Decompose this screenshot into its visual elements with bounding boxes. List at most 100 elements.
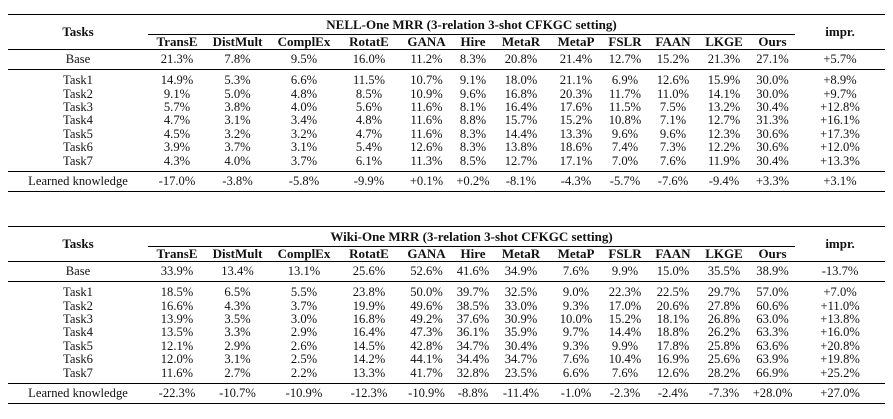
model-header-metar: MetaR [492, 246, 550, 262]
value-cell: 8.3% [459, 140, 487, 155]
row-label: Task6 [63, 140, 93, 155]
row-label: Task6 [63, 352, 93, 367]
value-cell: 44.1% [410, 352, 443, 367]
value-cell: 2.7% [206, 366, 269, 385]
value-cell: -12.3% [339, 383, 399, 405]
value-cell: 32.8% [454, 366, 492, 385]
value-cell: 9.6% [659, 126, 687, 141]
value-cell: 3.7% [224, 140, 251, 155]
value-cell: 4.3% [148, 154, 206, 173]
value-cell: -17.0% [148, 171, 206, 193]
value-cell: 11.6% [148, 366, 206, 385]
tasks-header: Tasks [8, 226, 148, 262]
value-cell: 6.1% [339, 154, 399, 173]
value-cell: 52.6% [399, 261, 454, 283]
value-cell: 26.8% [707, 312, 741, 327]
value-cell: 3.1% [224, 352, 251, 367]
value-cell: 49.2% [410, 312, 443, 327]
value-cell: 11.3% [399, 154, 454, 173]
value-cell: 8.3% [459, 126, 487, 141]
value-cell: -9.4% [698, 171, 750, 193]
task-row: Task3 5.7% 3.8% 4.0% 5.6% 11.6% 8.1% 16.4% 17.6%… [8, 100, 885, 115]
task-row: Task7 4.3% 4.0% 3.7% 6.1% 11.3% 8.5% 12.7% 17.1%… [8, 154, 885, 173]
model-header-fslr: FSLR [602, 246, 648, 262]
value-cell: 36.1% [456, 325, 490, 340]
value-cell: 17.8% [656, 338, 690, 353]
value-cell: 38.9% [750, 261, 796, 283]
value-cell: -5.7% [602, 171, 648, 193]
impr-cell: +13.8% [820, 312, 860, 327]
value-cell: 16.4% [504, 100, 538, 115]
value-cell: 63.9% [756, 352, 789, 367]
value-cell: 30.0% [756, 73, 789, 88]
value-cell: 12.6% [410, 140, 443, 155]
value-cell: 13.5% [160, 325, 194, 340]
value-cell: 3.5% [224, 312, 251, 327]
impr-cell: +19.8% [820, 352, 860, 367]
value-cell: 9.1% [163, 86, 191, 101]
value-cell: 30.6% [756, 140, 789, 155]
value-cell: 9.3% [562, 338, 590, 353]
value-cell: 10.4% [608, 352, 642, 367]
value-cell: 2.9% [290, 325, 318, 340]
value-cell: 30.6% [756, 126, 789, 141]
value-cell: 10.7% [410, 73, 443, 88]
model-header-distmult: DistMult [206, 34, 269, 50]
model-header-metap: MetaP [550, 246, 602, 262]
value-cell: -1.0% [550, 383, 602, 405]
task-row: Task1 14.9% 5.3% 6.6% 11.5% 10.7% 9.1% 18.0% 21.… [8, 70, 885, 88]
impr-cell: +9.7% [823, 86, 857, 101]
row-label: Task4 [63, 113, 93, 128]
model-header-distmult: DistMult [206, 246, 269, 262]
row-label: Task5 [63, 126, 93, 141]
value-cell: 18.0% [504, 73, 538, 88]
value-cell: 11.5% [608, 100, 642, 115]
value-cell: 41.7% [399, 366, 454, 385]
value-cell: 8.5% [355, 86, 383, 101]
value-cell: 16.0% [339, 49, 399, 71]
value-cell: 3.2% [290, 126, 318, 141]
task-row: Task6 3.9% 3.7% 3.1% 5.4% 12.6% 8.3% 13.8% 18.6%… [8, 140, 885, 155]
value-cell: 57.0% [756, 285, 789, 300]
nell-one-table: Tasks NELL-One MRR (3-relation 3-shot CFK… [8, 13, 885, 193]
value-cell: 15.2% [559, 113, 593, 128]
value-cell: 47.3% [410, 325, 443, 340]
value-cell: 30.0% [756, 86, 789, 101]
value-cell: 4.0% [290, 100, 318, 115]
value-cell: -2.4% [648, 383, 698, 405]
value-cell: 11.0% [656, 86, 690, 101]
table-title: NELL-One MRR (3-relation 3-shot CFKGC se… [148, 13, 795, 36]
value-cell: 30.9% [504, 312, 538, 327]
impr-cell: -13.7% [795, 261, 886, 283]
value-cell: 8.8% [459, 113, 487, 128]
value-cell: 8.1% [459, 100, 487, 115]
model-header-metap: MetaP [550, 34, 602, 50]
model-header-rotate: RotatE [339, 34, 399, 50]
value-cell: 16.8% [504, 86, 538, 101]
value-cell: 27.1% [750, 49, 795, 71]
value-cell: -10.9% [399, 383, 454, 405]
value-cell: 2.5% [290, 352, 318, 367]
value-cell: 33.0% [504, 298, 538, 313]
value-cell: 11.2% [399, 49, 454, 71]
value-cell: 3.0% [290, 312, 318, 327]
value-cell: 6.6% [550, 366, 602, 385]
value-cell: 9.3% [562, 298, 590, 313]
value-cell: 11.7% [608, 86, 642, 101]
value-cell: 9.0% [562, 285, 590, 300]
value-cell: 7.4% [611, 140, 639, 155]
model-header-hire: Hire [454, 34, 492, 50]
value-cell: 14.5% [352, 338, 386, 353]
value-cell: 13.3% [339, 366, 399, 385]
value-cell: -11.4% [492, 383, 550, 405]
value-cell: 7.6% [550, 261, 602, 283]
value-cell: 3.7% [290, 298, 318, 313]
row-label: Task2 [63, 86, 93, 101]
value-cell: 16.8% [352, 312, 386, 327]
value-cell: 20.8% [492, 49, 550, 71]
value-cell: 12.0% [160, 352, 194, 367]
value-cell: 5.5% [290, 285, 318, 300]
value-cell: 20.3% [559, 86, 593, 101]
value-cell: 13.2% [707, 100, 741, 115]
value-cell: 8.3% [454, 49, 492, 71]
